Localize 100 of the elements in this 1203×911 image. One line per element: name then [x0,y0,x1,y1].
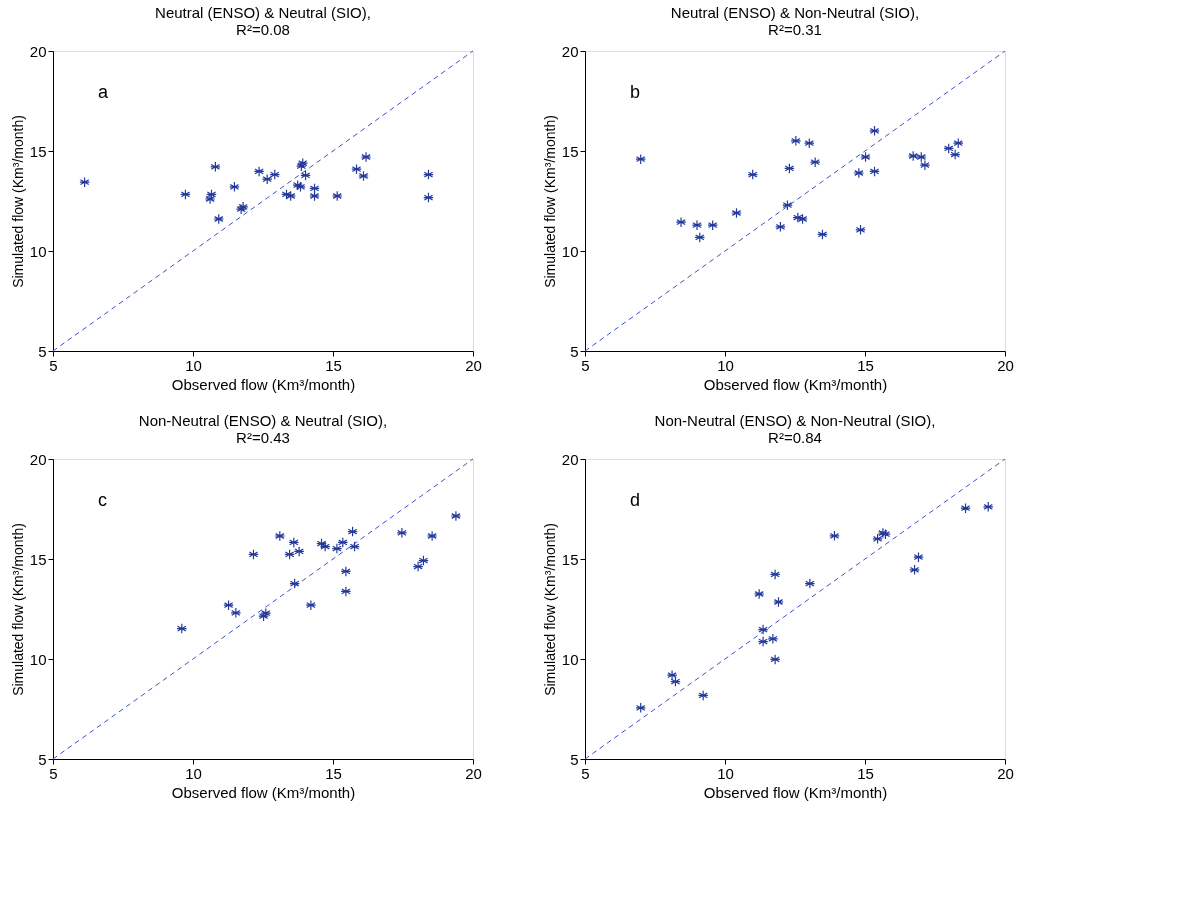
y-tick-label: 15 [29,550,47,568]
y-tick-label: 5 [38,342,47,360]
y-tick-label: 20 [29,450,47,468]
point [210,161,221,173]
point [305,599,317,611]
point [952,137,964,149]
point [691,219,703,231]
point [450,510,462,522]
x-tick-label: 10 [717,356,734,374]
point [293,546,305,557]
point [349,541,360,552]
point [915,151,927,163]
point [757,624,769,635]
point [804,578,816,589]
y-tick-label: 5 [570,750,579,768]
point [284,549,295,560]
point [982,501,994,513]
point [269,169,281,180]
x-axis-title: Observed flow (Km³/month) [171,783,356,801]
point [869,166,880,177]
point [412,561,424,572]
x-tick-label: 20 [465,356,482,374]
y-tick-label: 15 [561,142,579,160]
x-tick-label: 5 [581,764,590,782]
point [253,166,265,177]
point [757,636,769,647]
chart-title: Neutral (ENSO) & Non-Neutral (SIO), [670,4,920,21]
point [913,551,924,563]
y-tick-label: 10 [29,650,47,668]
point [855,224,866,236]
x-tick-label: 10 [185,356,202,374]
y-axis-title: Simulated flow (Km³/month) [541,115,558,288]
chart-subtitle: R²=0.31 [768,21,822,38]
point [396,527,408,539]
x-tick-label: 20 [997,764,1014,782]
point [809,156,821,168]
chart-subtitle: R²=0.43 [236,429,290,446]
point [331,190,343,202]
point [340,566,352,577]
point [731,207,742,219]
point [274,530,286,542]
chart-title: Neutral (ENSO) & Neutral (SIO), [155,4,371,21]
y-tick-label: 20 [29,42,47,60]
y-axis-title: Simulated flow (Km³/month) [541,523,558,696]
point [769,569,781,580]
point [176,623,188,634]
point [230,607,242,619]
point [309,190,320,202]
x-tick-label: 10 [717,764,734,782]
point [423,169,434,180]
x-tick-label: 15 [325,356,342,374]
point [423,192,434,203]
point [782,199,793,211]
annotation: b [630,82,641,102]
x-tick-label: 15 [325,764,342,782]
point [248,549,259,560]
x-tick-label: 5 [49,356,58,374]
point [797,213,808,225]
point [773,596,784,608]
point [288,537,300,548]
point [784,163,795,174]
point [829,530,840,542]
x-axis-title: Observed flow (Km³/month) [171,375,356,393]
annotation: a [98,82,109,102]
chart-subtitle: R²=0.08 [236,21,290,38]
x-tick-label: 15 [857,356,874,374]
y-tick-label: 10 [561,242,579,260]
point [753,588,765,600]
point [869,125,880,137]
point [79,176,90,188]
point [426,530,438,542]
y-axis-title: Simulated flow (Km³/month) [9,523,26,696]
point [418,555,429,566]
point [697,690,709,701]
y-tick-label: 10 [29,242,47,260]
point [635,702,647,714]
point [300,170,311,181]
point [635,153,647,165]
x-axis-title: Observed flow (Km³/month) [703,375,888,393]
chart-title: Non-Neutral (ENSO) & Neutral (SIO), [138,412,388,429]
chart-title: Non-Neutral (ENSO) & Non-Neutral (SIO), [654,412,936,429]
point [180,189,191,200]
x-axis-title: Observed flow (Km³/month) [703,783,888,801]
point [907,150,919,162]
point [707,219,719,231]
point [694,232,706,243]
x-tick-label: 5 [49,764,58,782]
y-tick-label: 15 [29,142,47,160]
point [769,654,781,665]
point [316,538,327,549]
point [872,533,883,545]
y-tick-label: 20 [561,450,579,468]
point [340,586,352,597]
point [790,135,802,147]
annotation: c [98,490,107,510]
point [960,502,971,514]
point [309,183,320,194]
point [360,151,372,163]
point [347,526,358,537]
point [229,181,240,193]
